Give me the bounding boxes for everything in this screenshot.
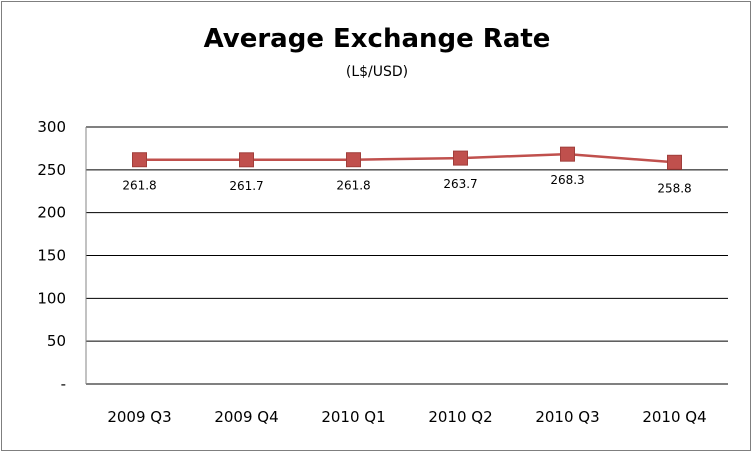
x-tick-label: 2010 Q2: [428, 408, 492, 426]
y-tick-label: 50: [47, 332, 66, 350]
x-tick-label: 2010 Q1: [321, 408, 385, 426]
data-label: 261.8: [336, 179, 370, 193]
y-tick-label: 100: [37, 289, 66, 307]
data-label: 263.7: [443, 177, 477, 191]
y-tick-label: 150: [37, 247, 66, 265]
y-tick-label: 200: [37, 204, 66, 222]
y-tick-label: 250: [37, 161, 66, 179]
x-tick-label: 2010 Q4: [642, 408, 706, 426]
y-tick-label: 300: [37, 118, 66, 136]
data-label: 268.3: [550, 173, 584, 187]
data-point-marker: [346, 152, 361, 168]
data-point-marker: [667, 154, 682, 170]
y-tick-label: -: [61, 375, 66, 393]
series-line: [139, 152, 675, 164]
data-point-marker: [239, 152, 254, 168]
data-label: 258.8: [657, 181, 691, 195]
chart-subtitle: (L$/USD): [345, 64, 409, 80]
chart-title: Average Exchange Rate: [203, 24, 551, 54]
x-tick-label: 2009 Q3: [107, 408, 171, 426]
data-point-marker: [560, 146, 575, 162]
data-point-marker: [453, 150, 468, 166]
data-point-marker: [132, 152, 147, 168]
data-label: 261.8: [122, 179, 156, 193]
x-tick-label: 2009 Q4: [214, 408, 278, 426]
x-tick-label: 2010 Q3: [535, 408, 599, 426]
data-label: 261.7: [229, 179, 263, 193]
